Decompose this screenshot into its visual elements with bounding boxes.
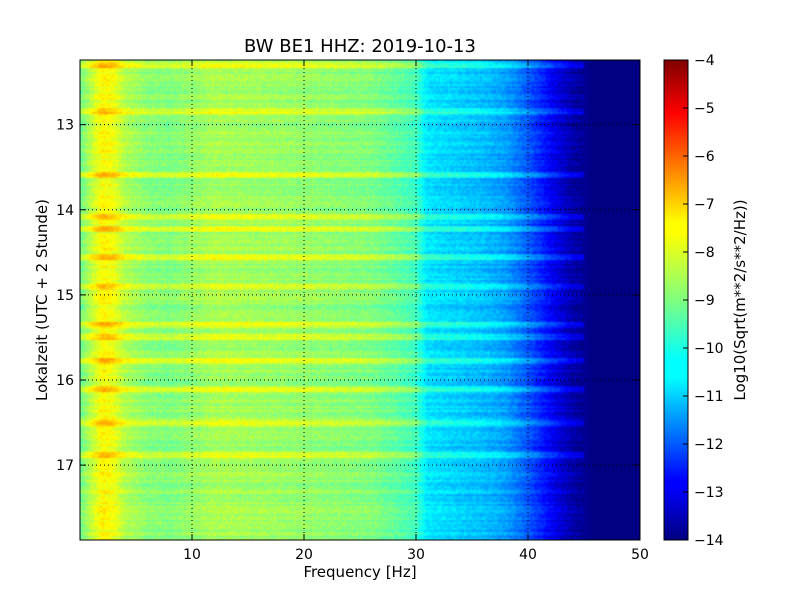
x-axis-label: Frequency [Hz] bbox=[303, 563, 416, 581]
colorbar-tick-label: −10 bbox=[694, 341, 724, 357]
y-tick-label: 16 bbox=[56, 373, 74, 389]
x-tick-label: 20 bbox=[295, 547, 313, 563]
x-tick-label: 10 bbox=[183, 547, 201, 563]
y-axis-ticks: 13 14 15 16 17 bbox=[56, 118, 640, 474]
colorbar-tick-label: −14 bbox=[694, 533, 724, 549]
colorbar-tick-label: −6 bbox=[694, 149, 715, 165]
x-axis-ticks: 10 20 30 40 50 bbox=[183, 60, 649, 563]
y-axis-label: Lokalzeit (UTC + 2 Stunde) bbox=[33, 199, 51, 401]
colorbar-tick-label: −8 bbox=[694, 245, 715, 261]
colorbar-tick-label: −13 bbox=[694, 485, 724, 501]
colorbar-ticks: −4 −5 −6 −7 −8 −9 −10 −11 −12 −13 −14 bbox=[683, 53, 724, 549]
colorbar-tick-label: −11 bbox=[694, 389, 724, 405]
y-tick-label: 13 bbox=[56, 118, 74, 134]
x-tick-label: 50 bbox=[631, 547, 649, 563]
colorbar-label: Log10(Sqrt(m**2/s**2/Hz)) bbox=[731, 199, 749, 400]
x-tick-label: 30 bbox=[407, 547, 425, 563]
y-tick-label: 14 bbox=[56, 203, 74, 219]
colorbar-tick-label: −12 bbox=[694, 437, 724, 453]
colorbar-tick-label: −9 bbox=[694, 293, 715, 309]
chart-title: BW BE1 HHZ: 2019-10-13 bbox=[244, 36, 476, 57]
x-tick-label: 40 bbox=[519, 547, 537, 563]
grid-lines bbox=[80, 60, 640, 540]
y-tick-label: 17 bbox=[56, 458, 74, 474]
colorbar-tick-label: −5 bbox=[694, 101, 715, 117]
colorbar-tick-label: −7 bbox=[694, 197, 715, 213]
spectrogram-heatmap bbox=[80, 60, 640, 540]
plot-frame bbox=[79, 59, 641, 541]
plot-area: 10 20 30 40 50 13 14 15 16 17 bbox=[56, 59, 649, 563]
colorbar-tick-label: −4 bbox=[694, 53, 715, 69]
colorbar: −4 −5 −6 −7 −8 −9 −10 −11 −12 −13 −14 Log10(Sqrt(m… bbox=[663, 53, 749, 549]
y-tick-label: 15 bbox=[56, 288, 74, 304]
